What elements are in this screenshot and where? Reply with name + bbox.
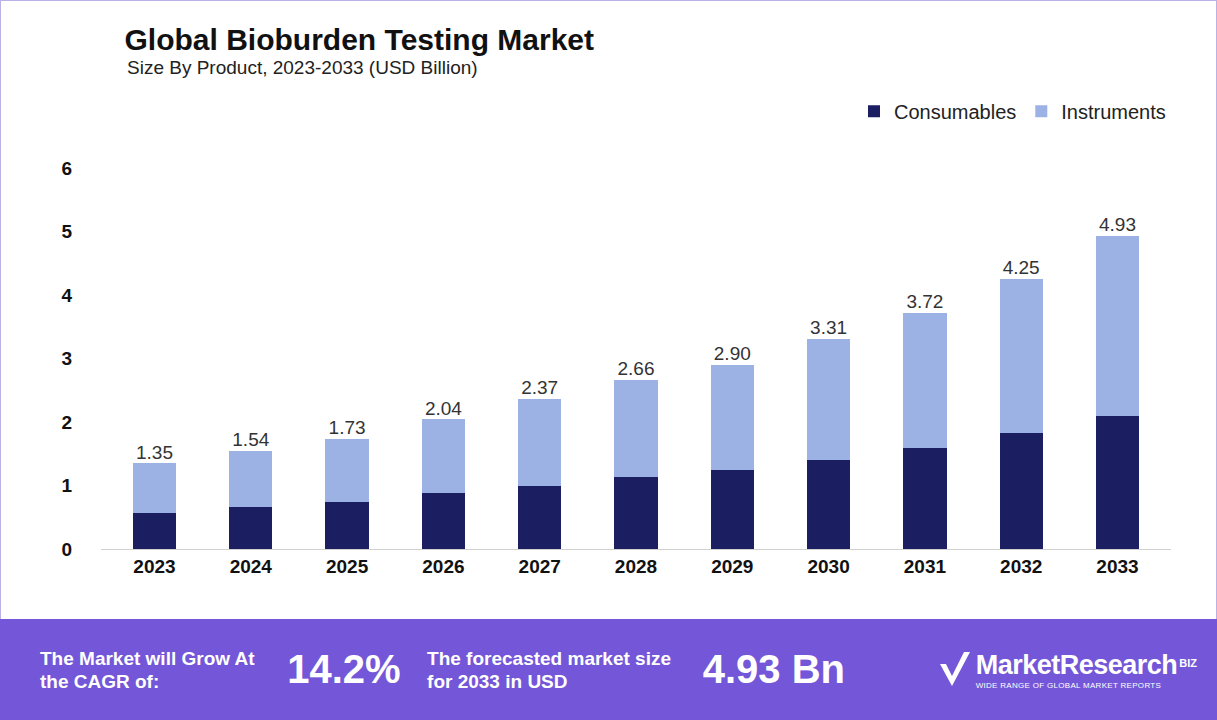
svg-text:3.31: 3.31: [810, 317, 847, 338]
html-text:WIDE RANGE OF GLOBAL MARKET RE: WIDE RANGE OF GLOBAL MARKET REPORTS: [975, 680, 1162, 690]
svg-text:4.93: 4.93: [1099, 214, 1136, 235]
svg-text:2.37: 2.37: [521, 377, 558, 398]
html-text:The Market will Grow At the CA: The Market will Grow At the CAGR of:: [40, 647, 255, 692]
svg-text:Global Bioburden Testing Marke: Global Bioburden Testing Market: [125, 23, 594, 56]
svg-text:2033: 2033: [1096, 556, 1138, 577]
svg-text:1.35: 1.35: [136, 442, 173, 463]
svg-text:3.72: 3.72: [906, 291, 943, 312]
svg-text:3: 3: [61, 348, 72, 369]
svg-text:2024: 2024: [230, 556, 273, 577]
svg-text:0: 0: [61, 539, 72, 560]
svg-text:1.73: 1.73: [329, 417, 366, 438]
svg-text:2028: 2028: [615, 556, 657, 577]
html-text:14.2%: 14.2%: [287, 647, 401, 691]
html-text:The forecasted market size for: The forecasted market size for 2033 in U…: [427, 647, 671, 692]
svg-text:2.90: 2.90: [714, 343, 751, 364]
svg-text:1: 1: [61, 475, 72, 496]
svg-text:Consumables: Consumables: [894, 101, 1016, 123]
svg-text:2025: 2025: [326, 556, 369, 577]
svg-text:2: 2: [61, 412, 72, 433]
html-text:BIZ: BIZ: [1179, 657, 1197, 670]
svg-text:4.25: 4.25: [1003, 257, 1040, 278]
svg-text:2032: 2032: [1000, 556, 1042, 577]
html-text:4.93 Bn: 4.93 Bn: [702, 647, 845, 691]
svg-text:2027: 2027: [519, 556, 561, 577]
svg-text:2031: 2031: [904, 556, 947, 577]
html-text:MarketResearch: MarketResearch: [975, 649, 1178, 680]
svg-text:1.54: 1.54: [232, 429, 269, 450]
svg-text:Instruments: Instruments: [1061, 101, 1165, 123]
svg-text:2.66: 2.66: [618, 358, 655, 379]
svg-text:2030: 2030: [807, 556, 849, 577]
svg-text:Size By Product, 2023-2033 (US: Size By Product, 2023-2033 (USD Billion): [127, 57, 478, 78]
svg-text:4: 4: [61, 285, 72, 306]
svg-text:2.04: 2.04: [425, 398, 462, 419]
svg-text:2029: 2029: [711, 556, 753, 577]
svg-text:6: 6: [61, 158, 72, 179]
svg-text:5: 5: [61, 221, 72, 242]
svg-text:2026: 2026: [422, 556, 464, 577]
svg-text:2023: 2023: [133, 556, 175, 577]
